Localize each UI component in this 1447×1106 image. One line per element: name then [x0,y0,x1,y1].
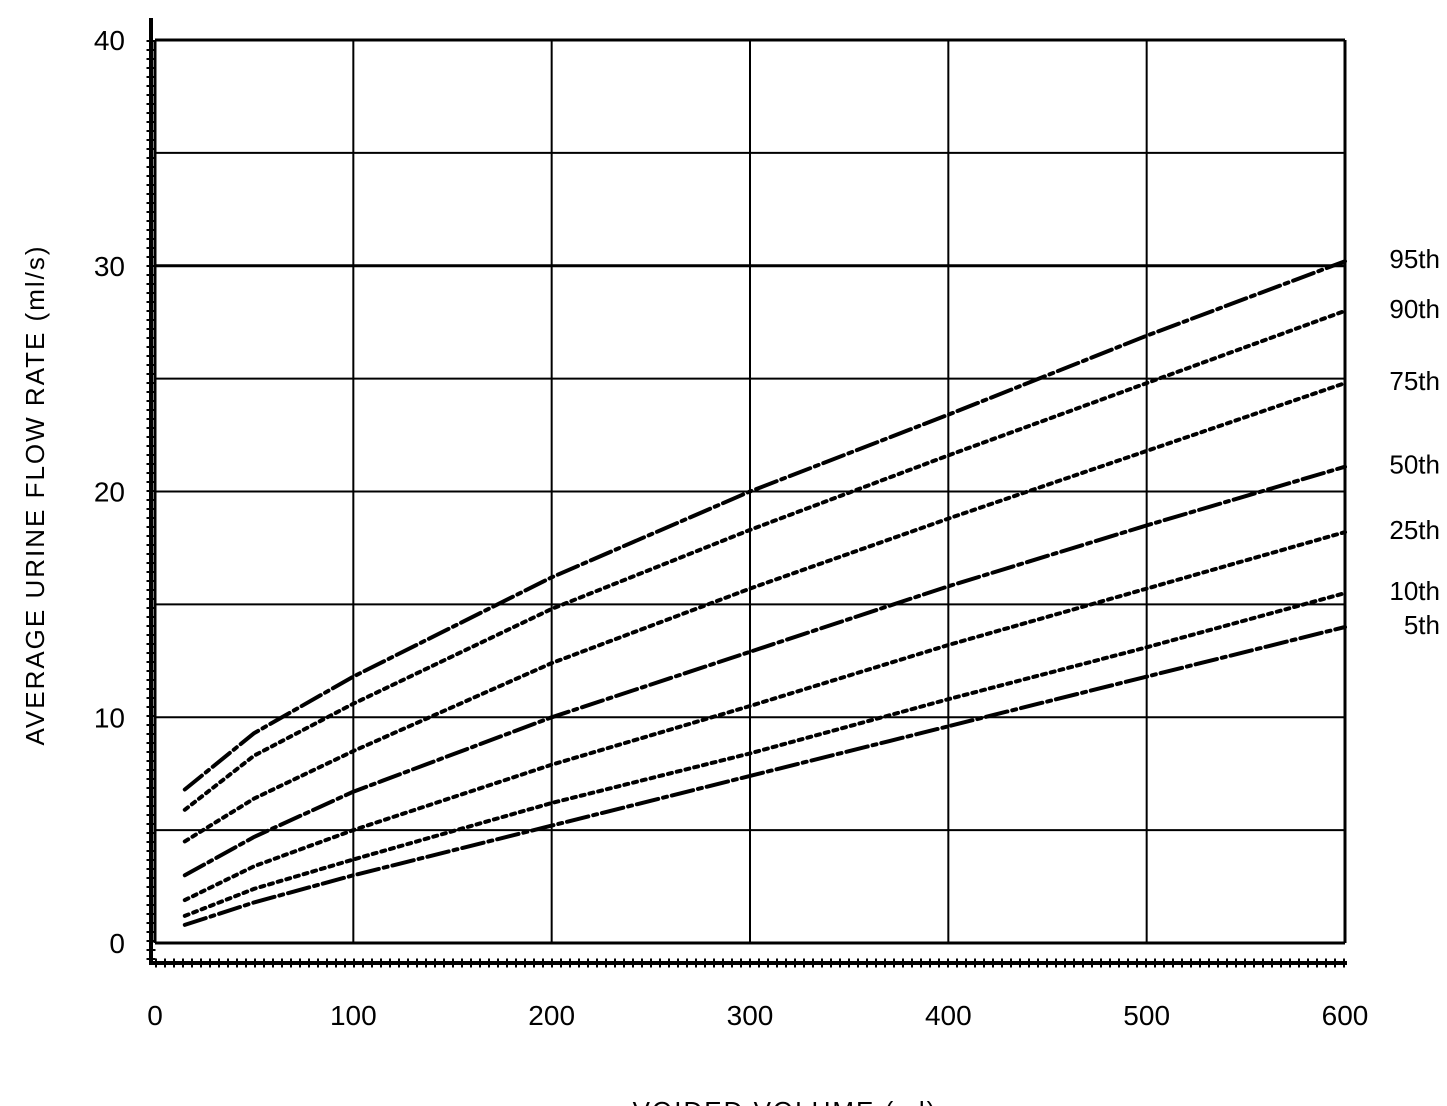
y-tick-label: 20 [94,477,125,508]
series-line-50th [182,464,1347,878]
x-tick-label: 500 [1123,1000,1170,1031]
y-tick-label: 10 [94,702,125,733]
x-tick-label: 300 [727,1000,774,1031]
series-label-25th: 25th [1389,515,1440,545]
label-layer: 0 100 200 300 400 500 600 0 10 20 30 40 95th 90th 75th… [94,25,1440,1031]
series-line-5th [182,625,1347,927]
series-label-5th: 5th [1404,610,1440,640]
series-line-25th [182,530,1347,903]
series-label-75th: 75th [1389,366,1440,396]
x-tick-label: 600 [1322,1000,1369,1031]
y-tick-label: 40 [94,25,125,56]
grid-layer [153,38,1347,945]
series-label-90th: 90th [1389,294,1440,324]
x-axis-title: VOIDED VOLUME (ml) [633,1096,938,1106]
series-label-95th: 95th [1389,244,1440,274]
series-line-75th [182,381,1347,844]
series-line-95th [182,259,1347,792]
x-tick-label: 100 [330,1000,377,1031]
series-line-90th [182,308,1347,812]
y-axis-title: AVERAGE URINE FLOW RATE (ml/s) [20,244,50,745]
y-tick-label: 30 [94,251,125,282]
x-tick-label: 200 [528,1000,575,1031]
x-tick-label: 0 [147,1000,163,1031]
series-label-10th: 10th [1389,576,1440,606]
axis-layer [146,18,1347,968]
series-layer [182,259,1347,927]
series-label-50th: 50th [1389,450,1440,480]
series-line-10th [182,591,1347,918]
x-tick-label: 400 [925,1000,972,1031]
y-tick-label: 0 [109,928,125,959]
